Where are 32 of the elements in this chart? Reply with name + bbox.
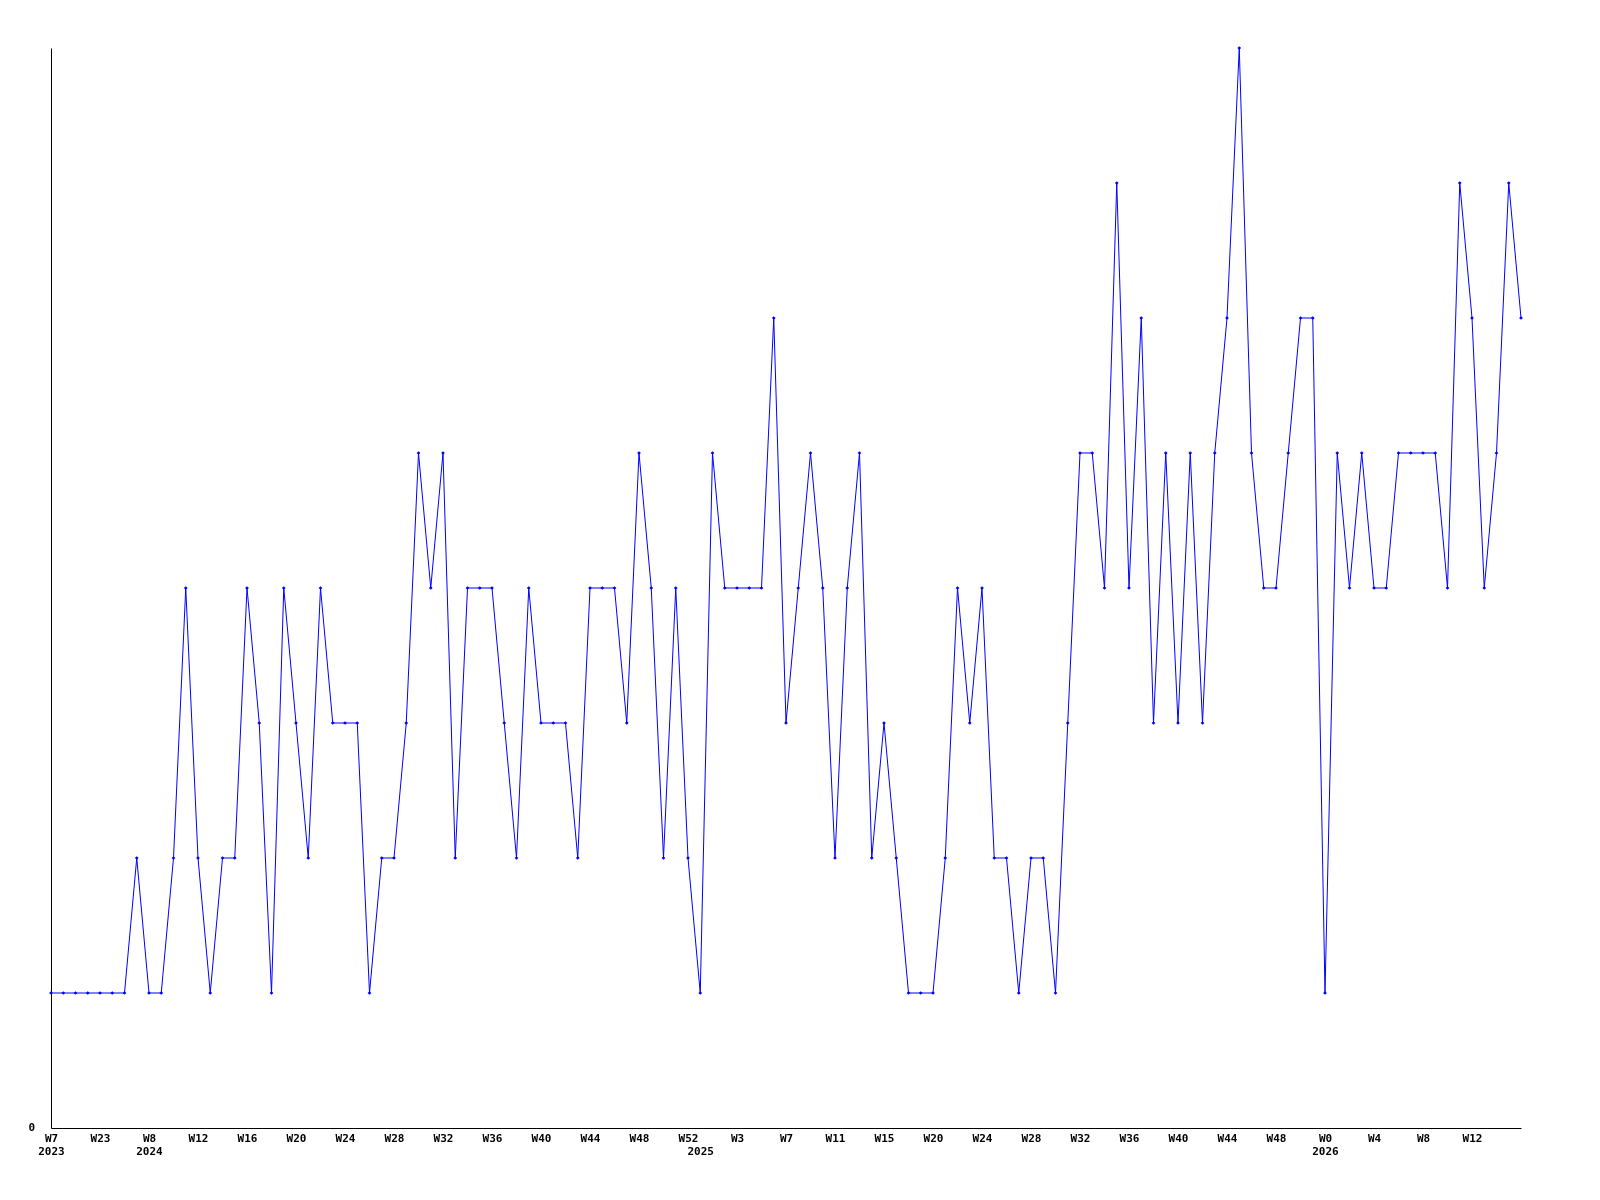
- x-tick-label: W52: [678, 1131, 699, 1145]
- x-tick-label: W48: [1266, 1131, 1287, 1145]
- x-tick-label: W48: [629, 1131, 650, 1145]
- x-tick-label: W44: [1217, 1131, 1238, 1145]
- x-tick-label: W7 2023: [38, 1131, 65, 1158]
- x-tick-label: W3: [730, 1131, 745, 1145]
- x-tick-label: W0 2026: [1312, 1131, 1340, 1158]
- x-tick-label: W36: [482, 1131, 503, 1145]
- x-tick-label: W24: [335, 1131, 356, 1145]
- x-tick-label: W40: [531, 1131, 552, 1145]
- x-tick-label: W8 2024: [136, 1131, 164, 1158]
- x-tick-label: W20: [923, 1131, 944, 1145]
- x-tick-label: W24: [972, 1131, 993, 1145]
- x-tick-label: W8: [1416, 1131, 1431, 1145]
- text: 0: [28, 1121, 35, 1134]
- x-tick-label: W16: [237, 1131, 258, 1145]
- x-tick-label: W28: [384, 1131, 405, 1145]
- x-tick-label: W20: [286, 1131, 307, 1145]
- x-tick-label: W12: [1462, 1131, 1483, 1145]
- x-tick-label: 2025: [687, 1144, 714, 1158]
- x-tick-label: W40: [1168, 1131, 1189, 1145]
- x-tick-label: W7: [779, 1131, 794, 1145]
- x-tick-label: W32: [433, 1131, 454, 1145]
- x-tick-label: W12: [188, 1131, 209, 1145]
- x-tick-label: W4: [1367, 1131, 1382, 1145]
- x-tick-label: W36: [1119, 1131, 1140, 1145]
- x-tick-label: W15: [874, 1131, 895, 1145]
- x-tick-label: W11: [825, 1131, 846, 1145]
- x-tick-label: W32: [1070, 1131, 1091, 1145]
- x-tick-label: W23: [90, 1131, 111, 1145]
- x-tick-label: W28: [1021, 1131, 1042, 1145]
- x-tick-label: W44: [580, 1131, 601, 1145]
